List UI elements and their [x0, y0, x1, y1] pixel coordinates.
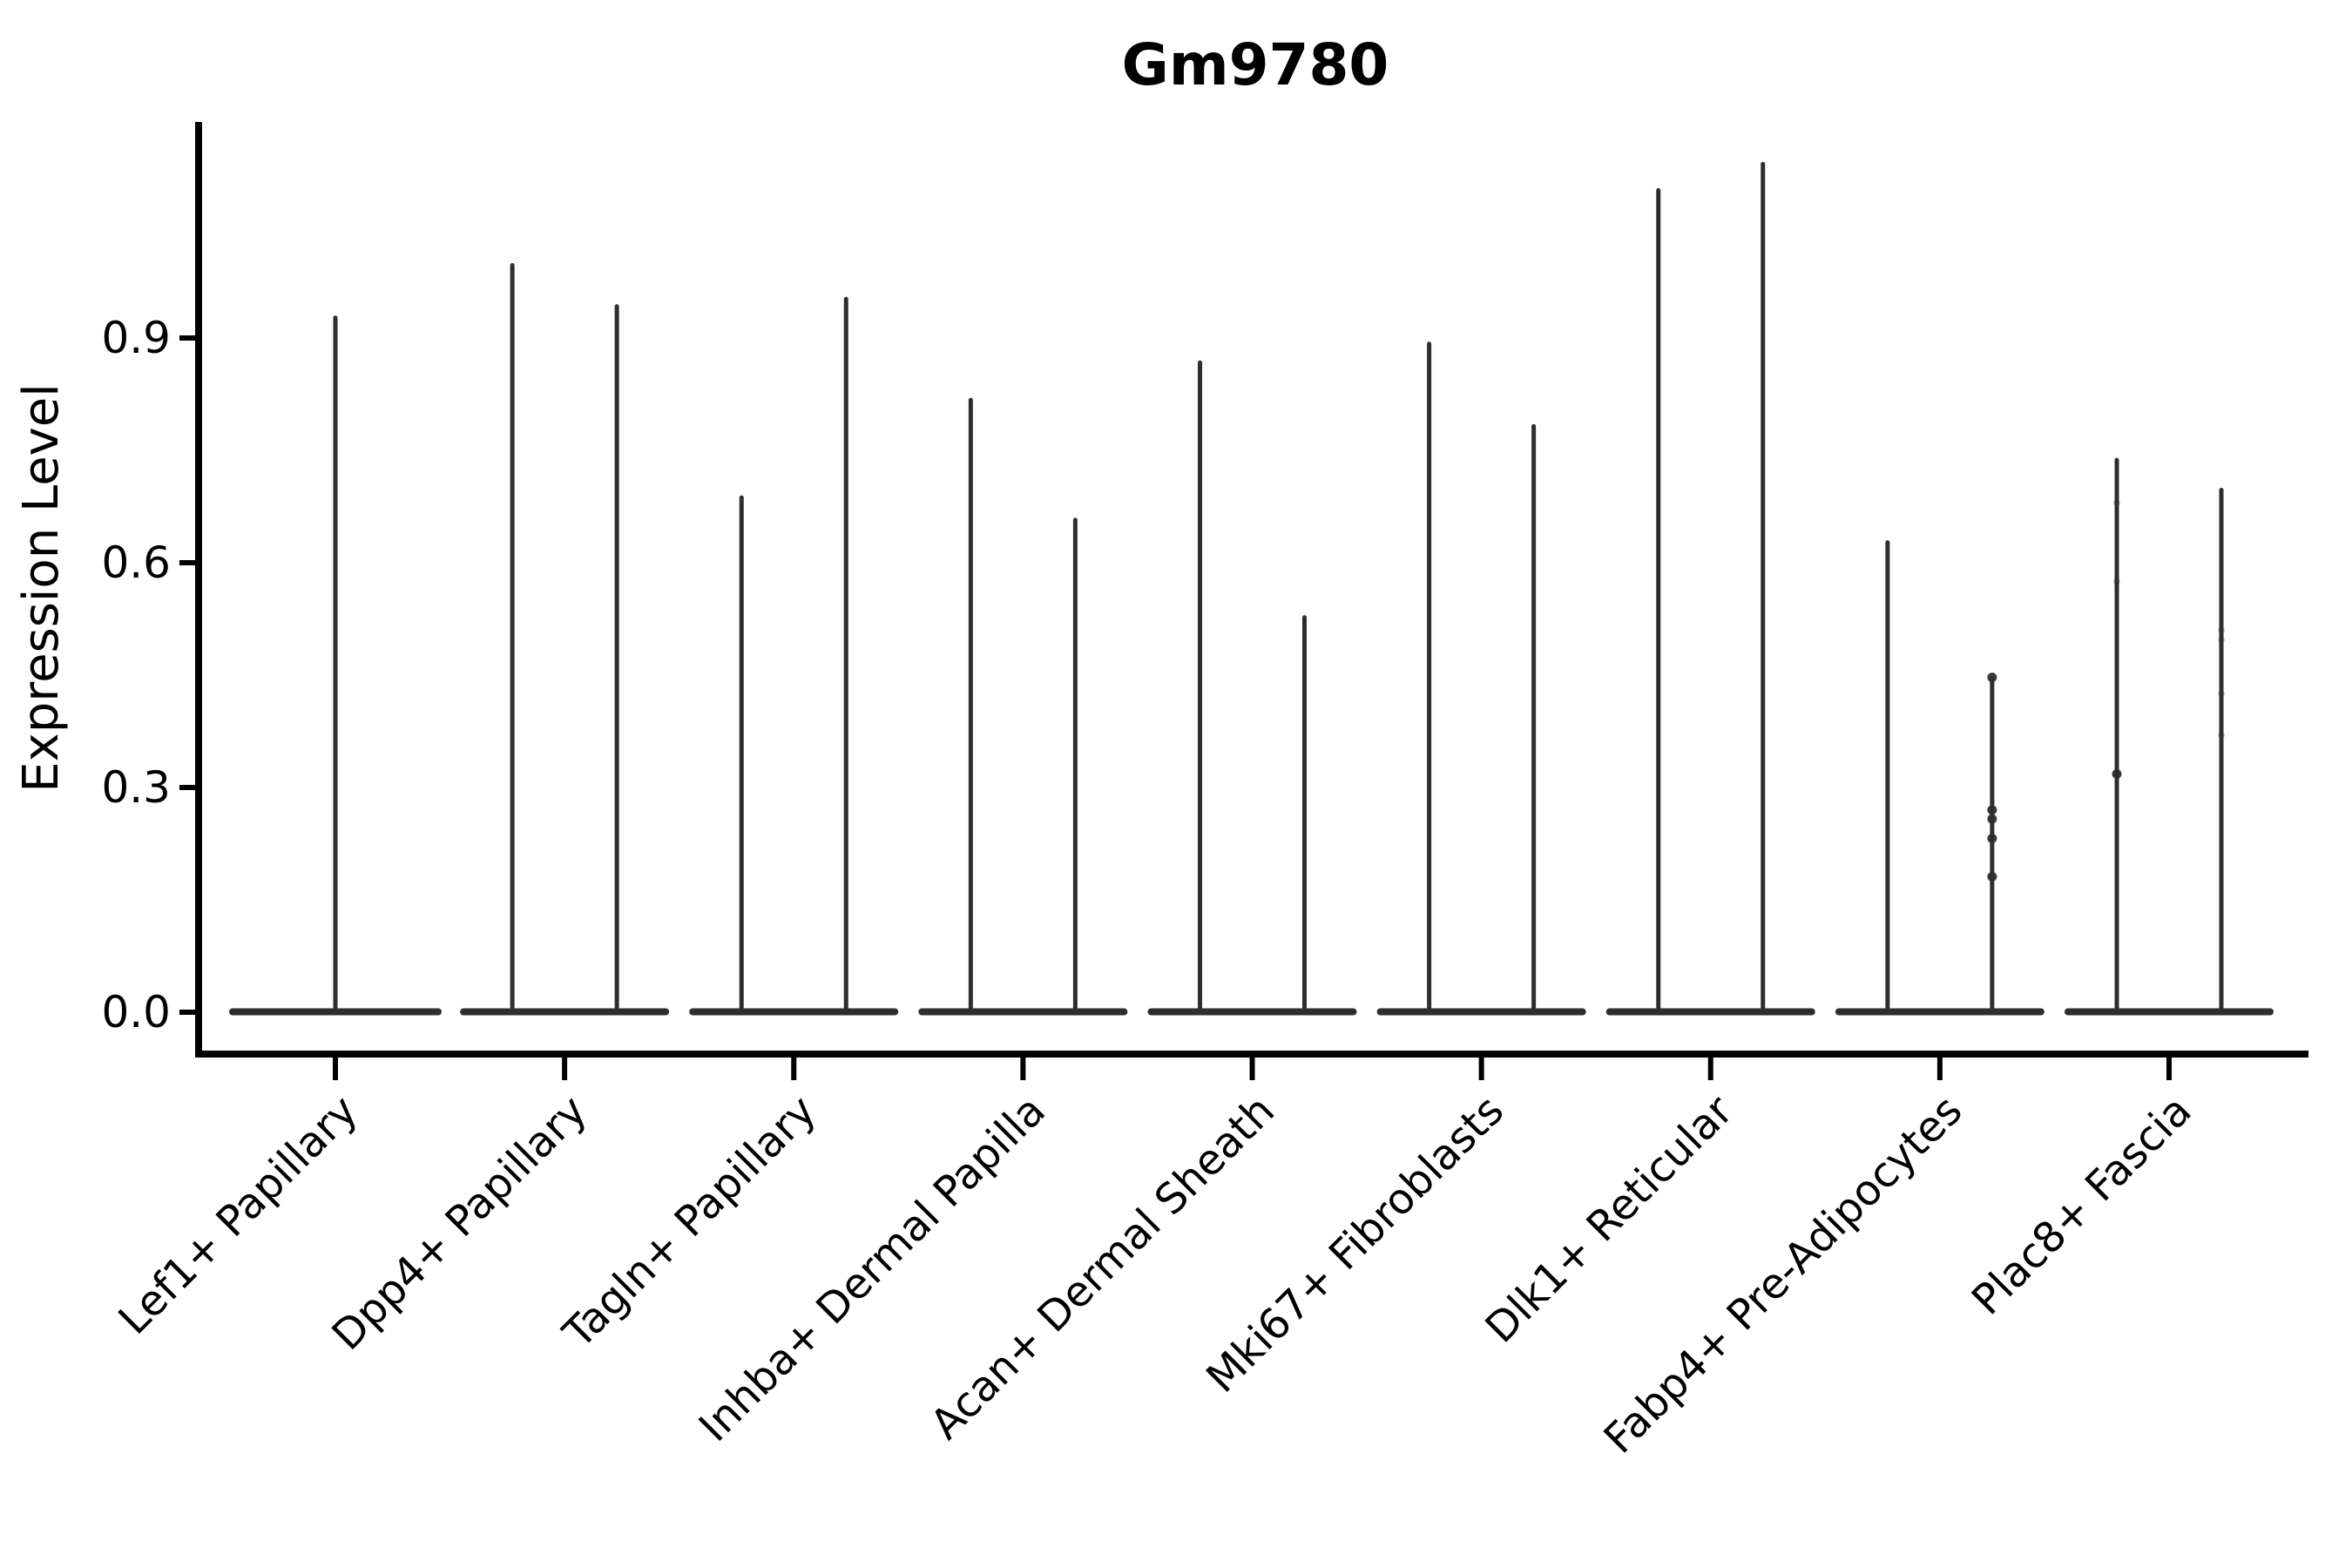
violin-group — [1835, 540, 2044, 1016]
violin-spike — [2219, 488, 2224, 1014]
jitter-point — [2218, 731, 2225, 739]
violin-spike — [510, 263, 515, 1014]
violin-group — [229, 315, 442, 1016]
y-tick-label: 0.0 — [101, 987, 171, 1037]
jitter-point — [2218, 690, 2225, 698]
y-axis-ticks: 0.0 0.3 0.6 0.9 — [101, 313, 202, 1037]
violin-spike — [843, 296, 848, 1014]
violin-base — [2065, 1008, 2274, 1016]
violin-spike — [1990, 677, 1995, 1014]
y-tick-label: 0.9 — [101, 313, 171, 363]
violin-group — [2065, 457, 2274, 1016]
violin-spike — [1427, 341, 1432, 1014]
violin-group — [918, 397, 1128, 1016]
jitter-point — [1987, 833, 1997, 843]
violin-spike — [1302, 615, 1307, 1014]
violin-spike — [1885, 540, 1890, 1014]
jitter-point — [2218, 636, 2225, 644]
jitter-point — [1987, 814, 1997, 824]
jitter-points-layer — [1987, 499, 2225, 882]
violin-base — [460, 1008, 670, 1016]
violin-base — [1605, 1008, 1815, 1016]
violin-base — [689, 1008, 899, 1016]
jitter-point — [2113, 578, 2120, 585]
violin-group — [460, 263, 670, 1016]
violin-spike — [1072, 517, 1078, 1014]
violin-spike — [739, 495, 744, 1014]
x-axis-ticks — [333, 1058, 2172, 1080]
chart-title: Gm9780 — [1122, 31, 1389, 98]
jitter-point — [2218, 626, 2225, 634]
y-tick-label: 0.3 — [101, 762, 171, 813]
jitter-point — [1987, 871, 1997, 882]
violin-spike — [1531, 423, 1537, 1014]
violin-group — [1605, 161, 1815, 1016]
violin-spike — [968, 397, 973, 1014]
violin-base — [1835, 1008, 2044, 1016]
jitter-point — [2112, 769, 2122, 780]
violin-group — [1376, 341, 1586, 1016]
violin-base — [1376, 1008, 1586, 1016]
violin-group — [689, 296, 899, 1016]
violin-spike — [2114, 457, 2119, 1014]
y-tick-label: 0.6 — [101, 537, 171, 588]
violin-base — [918, 1008, 1128, 1016]
violins-layer — [229, 161, 2274, 1016]
violin-spike — [1761, 161, 1766, 1014]
jitter-point — [1987, 805, 1997, 815]
violin-spike — [1656, 188, 1661, 1014]
violin-base — [1147, 1008, 1357, 1016]
jitter-point — [1987, 672, 1997, 683]
violin-group — [1147, 360, 1357, 1016]
violin-spike — [614, 304, 619, 1014]
jitter-point — [2113, 499, 2120, 507]
violin-spike — [1198, 360, 1202, 1014]
violin-spike — [333, 315, 338, 1014]
y-axis-label: Expression Level — [13, 383, 70, 793]
